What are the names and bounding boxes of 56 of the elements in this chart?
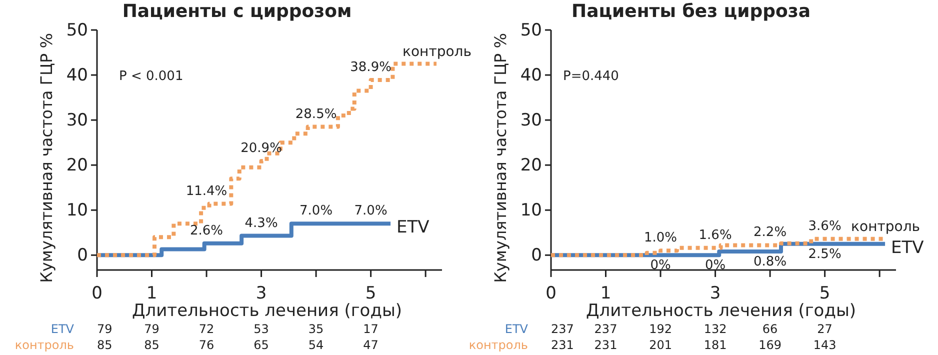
text: ETV [50,322,74,336]
annotation: 7.0% [354,204,388,219]
y-tick-label: 40 [520,65,542,86]
annotation: 1.6% [698,228,732,243]
y-tick-label: 20 [520,156,542,176]
y-tick-label: 30 [66,110,88,130]
chart-title: Пациенты без цирроза [572,1,810,22]
text: 231 231 201 181 169 143 [551,338,836,352]
annotation: 1.0% [644,230,678,246]
y-tick-label: 20 [66,156,88,176]
y-tick-label: 10 [520,200,542,221]
annotation: 2.5% [808,246,842,262]
x-tick-label: 0 [546,284,556,304]
y-tick-label: 50 [520,20,542,40]
series-label: контроль [851,218,920,235]
x-tick-label: 1 [146,284,158,304]
y-tick-label: 40 [66,65,88,86]
series-label: ETV [396,218,430,238]
y-tick-label: 0 [77,246,88,266]
x-tick-label: 3 [710,284,721,304]
y-axis-title: Кумулятивная частота ГЦР % [491,33,510,283]
annotation: 28.5% [295,106,337,122]
annotation: P < 0.001 [119,69,184,84]
y-axis-title: Кумулятивная частота ГЦР % [37,33,56,283]
text: контроль [14,338,74,352]
x-axis-title: Длительность лечения (годы) [132,301,402,321]
annotation: 0% [704,258,726,274]
x-tick-label: 0 [92,284,102,304]
annotation: 20.9% [240,141,282,156]
annotation: 11.4% [186,184,228,199]
text: 79 79 72 53 35 17 [97,322,378,336]
annotation: P=0.440 [563,69,619,84]
x-tick-label: 5 [365,284,376,304]
text: 85 85 76 65 54 47 [97,338,378,352]
y-tick-label: 30 [520,110,542,130]
x-tick-label: 1 [600,284,612,304]
x-axis-title: Длительность лечения (годы) [586,301,856,321]
text: ETV [504,322,528,336]
x-tick-label: 3 [256,284,267,304]
annotation: 2.2% [754,225,787,240]
y-tick-label: 10 [66,200,88,221]
series-label: ETV [891,238,924,258]
annotation: 0.8% [754,254,787,270]
annotation: 2.6% [190,223,224,238]
annotation: 38.9% [350,60,392,75]
text: 237 237 192 132 66 27 [551,322,832,336]
x-tick-label: 5 [819,284,830,304]
chart-title: Пациенты с циррозом [122,1,352,22]
annotation: 3.6% [808,218,842,234]
annotation: 0% [650,258,671,274]
series-label: контроль [402,44,472,60]
text: контроль [468,338,528,352]
y-tick-label: 0 [531,246,542,266]
y-tick-label: 50 [66,20,88,40]
annotation: 7.0% [300,204,333,219]
annotation: 4.3% [244,216,278,231]
